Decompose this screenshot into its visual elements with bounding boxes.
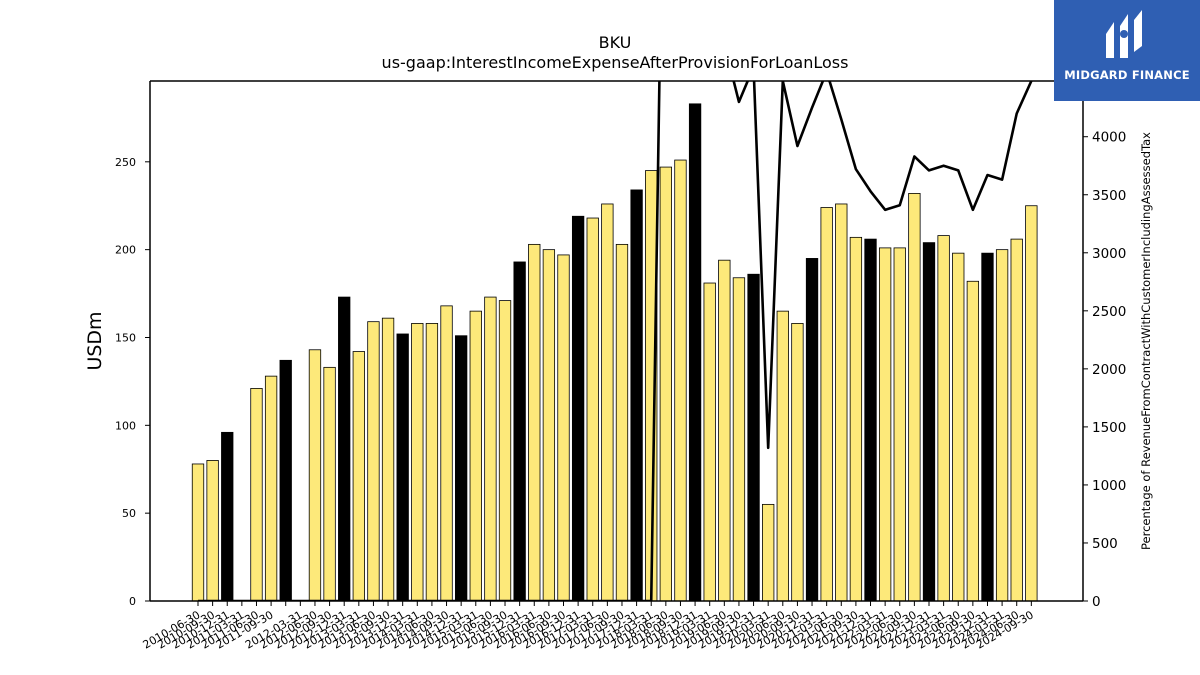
bar (849, 236, 863, 602)
bar (528, 243, 541, 602)
bar (615, 243, 629, 602)
y2-tick-label: 1000 (1092, 478, 1126, 494)
bar (762, 503, 775, 602)
bar (308, 349, 322, 602)
bar (805, 258, 819, 602)
bar-series (191, 103, 1038, 602)
bar (425, 323, 439, 602)
bar (995, 249, 1009, 602)
y2-ticks: 0 500 1000 1500 2000 2500 3000 3500 4000 (1083, 130, 1126, 610)
bar (469, 310, 482, 602)
y-tick-label: 250 (115, 156, 136, 169)
bar (893, 247, 906, 602)
midgard-logo-icon (1106, 10, 1142, 58)
bar (820, 207, 833, 602)
bar (557, 254, 570, 602)
bar (703, 282, 716, 602)
bar (908, 193, 921, 602)
bar (586, 217, 599, 602)
bar (498, 300, 512, 602)
y2-tick-label: 3000 (1092, 246, 1126, 262)
bar (864, 238, 877, 602)
chart-subtitle: us-gaap:InterestIncomeExpenseAfterProvis… (382, 53, 849, 72)
bar (981, 252, 994, 602)
bar (952, 252, 965, 602)
y2-tick-label: 2000 (1092, 362, 1126, 378)
y-tick-label: 150 (115, 331, 136, 344)
bar (630, 189, 643, 602)
y2-tick-label: 0 (1092, 594, 1101, 610)
bar (264, 375, 278, 602)
bar (571, 215, 585, 602)
bar (747, 273, 760, 602)
bar (688, 103, 702, 602)
bar (440, 305, 453, 602)
bar (484, 296, 497, 602)
y2-tick-label: 500 (1092, 536, 1118, 552)
y-tick-label: 50 (122, 507, 136, 520)
bar (776, 310, 789, 602)
bar (411, 323, 424, 602)
bar (542, 249, 556, 602)
y2-tick-label: 1500 (1092, 420, 1126, 436)
y-tick-label: 0 (129, 595, 136, 608)
bar (674, 159, 687, 602)
y-ticks: 0 50 100 150 200 250 (115, 156, 150, 608)
bar (221, 431, 234, 602)
bar (381, 317, 395, 602)
bar (1025, 205, 1038, 602)
y2-tick-label: 4000 (1092, 130, 1126, 146)
bar (791, 323, 804, 602)
bar (323, 366, 336, 602)
bar (396, 333, 409, 602)
bar (922, 242, 936, 602)
bar (835, 203, 848, 602)
bar (279, 359, 292, 602)
y-tick-label: 100 (115, 419, 136, 432)
bar (367, 321, 380, 602)
line-path (198, 81, 1033, 601)
bar (191, 463, 205, 602)
y2-tick-label: 2500 (1092, 304, 1126, 320)
bar (937, 235, 950, 602)
bar (718, 259, 731, 602)
bar (338, 296, 351, 602)
bar (352, 351, 365, 602)
y2-axis-label: Percentage of RevenueFromContractWithCus… (1139, 132, 1153, 550)
line-series (198, 81, 1033, 601)
bar (659, 166, 672, 602)
bar (966, 280, 980, 602)
bar (513, 261, 526, 602)
axes (149, 80, 1084, 602)
logo: MIDGARD FINANCE (1054, 0, 1200, 101)
bar (250, 388, 263, 602)
bar (601, 203, 614, 602)
bar (878, 247, 892, 602)
logo-text: MIDGARD FINANCE (1064, 68, 1190, 82)
x-ticks: 2010-06-302010-09-302010-12-312011-03-31… (141, 601, 1036, 652)
y-tick-label: 200 (115, 244, 136, 257)
chart-title: BKU (599, 33, 632, 52)
y2-tick-label: 3500 (1092, 188, 1126, 204)
bar (1010, 238, 1023, 602)
bar (455, 335, 468, 602)
bar (732, 277, 746, 602)
bar (206, 460, 219, 602)
y-axis-label: USDm (84, 311, 106, 370)
